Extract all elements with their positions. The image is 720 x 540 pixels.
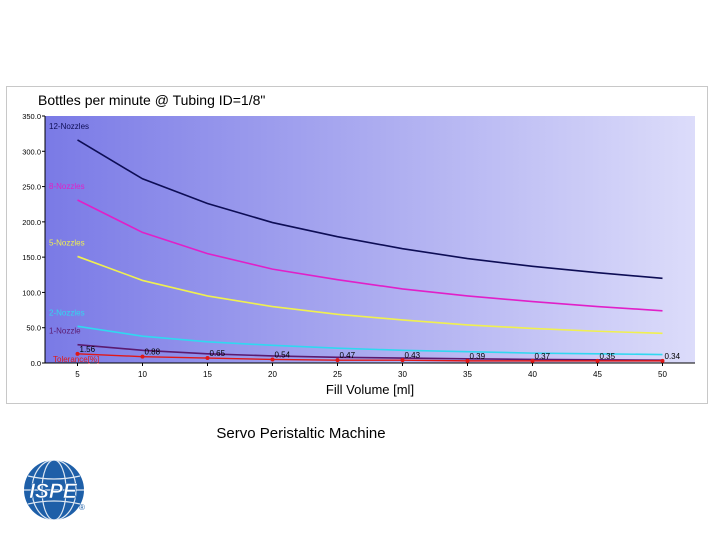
x-tick-label: 35 xyxy=(463,370,472,379)
logo-text: ISPE xyxy=(29,480,78,503)
tolerance-data-label: 0.88 xyxy=(145,348,161,357)
tolerance-series-label: Tolerance[%] xyxy=(53,355,99,364)
tolerance-data-label: 0.39 xyxy=(470,352,486,361)
x-tick-label: 5 xyxy=(75,370,80,379)
x-tick-label: 40 xyxy=(528,370,537,379)
series-line-5-nozzles xyxy=(77,255,663,335)
y-tick-label: 350.0 xyxy=(22,112,41,121)
series-label: 8-Nozzles xyxy=(49,182,85,191)
tolerance-point xyxy=(140,354,145,359)
y-tick-label: 0.0 xyxy=(31,359,41,368)
tolerance-data-label: 0.37 xyxy=(535,352,551,361)
series-label: 2-Nozzles xyxy=(49,308,85,317)
tolerance-point xyxy=(465,358,470,363)
x-tick-label: 25 xyxy=(333,370,342,379)
series-line-1-nozzle xyxy=(77,343,663,361)
tolerance-line xyxy=(77,353,663,362)
x-tick-label: 45 xyxy=(593,370,602,379)
chart-frame: Bottles per minute @ Tubing ID=1/8" 0.0 5… xyxy=(6,86,708,404)
slide-caption: Servo Peristaltic Machine xyxy=(216,425,386,442)
tolerance-point xyxy=(335,358,340,363)
y-tick-label: 300.0 xyxy=(22,147,41,156)
x-axis: 5 10 15 20 25 30 35 40 45 50 xyxy=(45,362,695,379)
x-axis-label: Fill Volume [ml] xyxy=(326,382,414,397)
y-tick-label: 50.0 xyxy=(26,324,41,333)
tolerance-point xyxy=(75,351,80,356)
y-tick-label: 200.0 xyxy=(22,218,41,227)
line-chart: Bottles per minute @ Tubing ID=1/8" 0.0 5… xyxy=(22,92,695,397)
tolerance-point xyxy=(205,356,210,361)
tolerance-point xyxy=(270,357,275,362)
tolerance-data-label: 0.43 xyxy=(405,351,421,360)
series-line-12-nozzles xyxy=(77,139,663,280)
tolerance-point xyxy=(660,358,665,363)
tolerance-data-label: 0.54 xyxy=(275,350,291,359)
plot-area xyxy=(45,116,695,363)
series-line-8-nozzles xyxy=(77,199,663,312)
y-axis: 0.0 50.0 100.0 150.0 200.0 250.0 300.0 350.0 xyxy=(22,112,46,368)
tolerance-point xyxy=(530,358,535,363)
x-tick-label: 30 xyxy=(398,370,407,379)
tolerance-data-label: 1.56 xyxy=(80,345,96,354)
chart-title: Bottles per minute @ Tubing ID=1/8" xyxy=(38,92,265,108)
x-tick-label: 15 xyxy=(203,370,212,379)
tolerance-point xyxy=(400,358,405,363)
series-label: 5-Nozzles xyxy=(49,238,85,247)
logo-registered-mark: ® xyxy=(79,503,85,512)
tolerance-data-label: 0.35 xyxy=(600,352,616,361)
x-tick-label: 10 xyxy=(138,370,147,379)
tolerance-data-label: 0.34 xyxy=(665,352,681,361)
tolerance-data-label: 0.47 xyxy=(340,351,356,360)
x-tick-label: 20 xyxy=(268,370,277,379)
series-label: 1-Nozzle xyxy=(49,327,81,336)
series-line-2-nozzles xyxy=(77,325,663,356)
tolerance-point xyxy=(595,358,600,363)
series-label: 12-Nozzles xyxy=(49,122,89,131)
y-tick-label: 250.0 xyxy=(22,183,41,192)
tolerance-data-label: 0.65 xyxy=(210,349,226,358)
y-tick-label: 100.0 xyxy=(22,288,41,297)
x-tick-label: 50 xyxy=(658,370,667,379)
ispe-logo: ISPE ® xyxy=(24,459,85,521)
y-tick-label: 150.0 xyxy=(22,253,41,262)
series-layer: 12-Nozzles 8-Nozzles 5-Nozzles 2-Nozzles 1-N… xyxy=(49,122,681,364)
